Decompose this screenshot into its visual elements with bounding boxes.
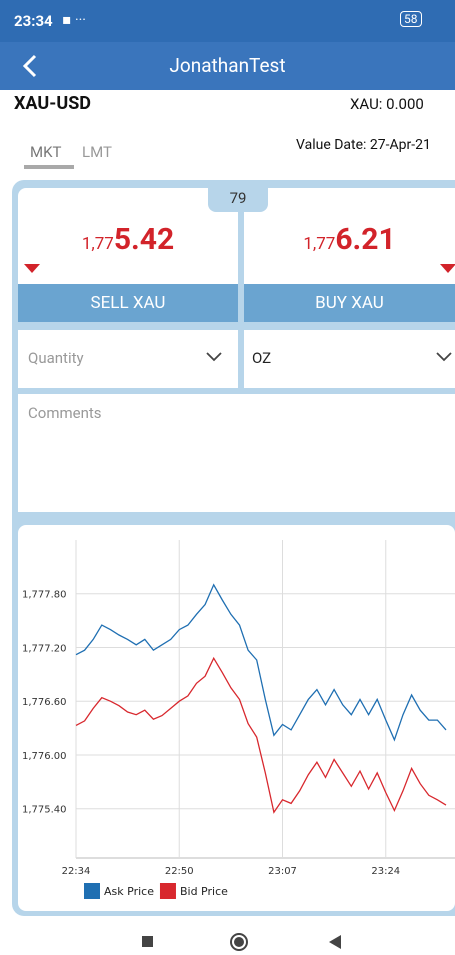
sell-card[interactable]: 1,775.42 SELL XAU	[18, 188, 238, 322]
status-bar: 23:34 ▪ ··· 58	[0, 0, 455, 42]
down-arrow	[24, 264, 40, 273]
buy-button[interactable]: BUY XAU	[244, 284, 455, 322]
y-tick-label: 1,776.60	[22, 697, 67, 708]
legend-label: Bid Price	[180, 885, 228, 898]
quantity-field[interactable]: Quantity	[18, 330, 238, 388]
y-tick-label: 1,777.20	[22, 643, 67, 654]
comments-placeholder: Comments	[28, 404, 102, 422]
tab-lmt[interactable]: LMT	[82, 143, 112, 161]
tab-mkt[interactable]: MKT	[30, 143, 62, 161]
down-arrow	[440, 264, 455, 273]
symbol: XAU-USD	[14, 93, 91, 114]
sell-button[interactable]: SELL XAU	[18, 284, 238, 322]
spread: 79	[208, 184, 268, 212]
nav-back[interactable]	[328, 934, 342, 950]
line-series	[75, 656, 447, 814]
buy-price-main: 6.21	[335, 222, 396, 257]
legend-label: Ask Price	[104, 885, 154, 898]
quantity-placeholder: Quantity	[28, 349, 84, 367]
title: JonathanTest	[169, 54, 286, 77]
chevron	[206, 352, 222, 362]
buy-price: 1,776.21	[244, 222, 455, 257]
sell-price-main: 5.42	[113, 222, 175, 257]
line-series	[75, 583, 447, 742]
comments-field[interactable]: Comments	[18, 394, 455, 512]
chevron	[436, 352, 452, 362]
unit: OZ	[252, 349, 272, 367]
sell-price: 1,775.42	[18, 222, 238, 257]
sell-price-prefix: 1,77	[81, 234, 114, 254]
nav-home[interactable]	[229, 932, 249, 952]
legend-swatch	[84, 883, 100, 899]
legend-swatch	[159, 883, 176, 899]
unit-field[interactable]: OZ	[244, 330, 455, 388]
chart-background	[18, 525, 455, 911]
value-date: Value Date: 27-Apr-21	[296, 137, 431, 153]
y-tick-label: 1,776.00	[22, 751, 67, 762]
app-header: JonathanTest	[0, 42, 455, 90]
y-tick-label: 1,777.80	[22, 590, 67, 601]
chart: 1,775.40 1,776.00 1,776.60 1,777.20 1,777.80…	[18, 525, 455, 911]
buy-card[interactable]: 1,776.21 BUY XAU	[244, 188, 455, 322]
position: XAU: 0.000	[350, 95, 424, 113]
nav-recent[interactable]	[142, 936, 153, 947]
time: 23:34	[14, 12, 53, 30]
x-tick-label: 22:34	[62, 866, 91, 877]
x-tick-label: 22:50	[165, 866, 194, 877]
tab-underline	[24, 165, 74, 169]
nav-bar	[0, 920, 455, 955]
status-icons: ▪ ···	[62, 12, 86, 28]
x-tick-label: 23:07	[268, 866, 297, 877]
x-tick-label: 23:24	[371, 866, 400, 877]
back-button[interactable]	[22, 54, 38, 78]
y-tick-label: 1,775.40	[22, 805, 67, 816]
battery: 58	[400, 11, 422, 27]
buy-price-prefix: 1,77	[303, 234, 336, 254]
